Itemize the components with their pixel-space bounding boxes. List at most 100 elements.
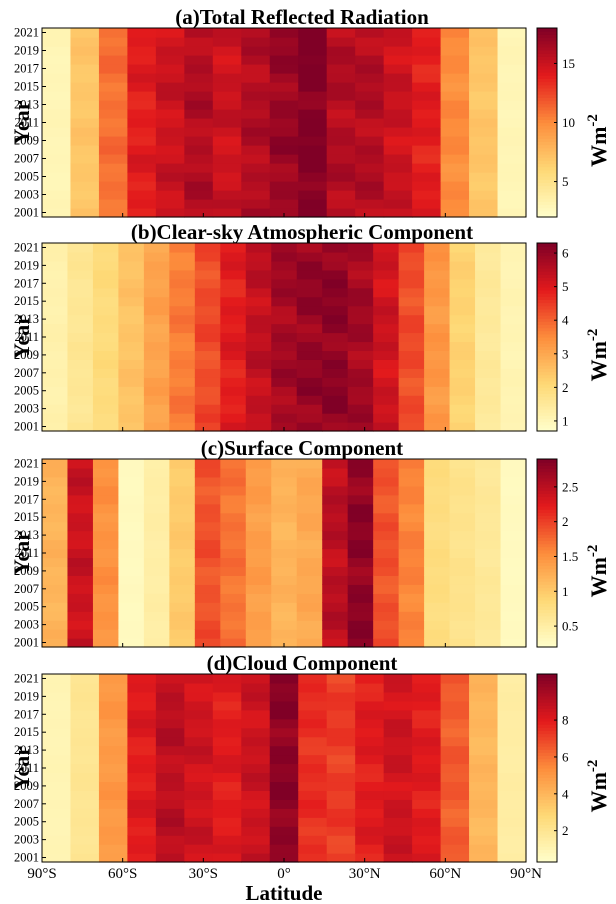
heatmap-cell — [440, 799, 470, 809]
heatmap-cell — [398, 323, 425, 334]
heatmap-cell — [347, 575, 374, 585]
colorbar-segment — [537, 758, 557, 763]
heatmap-cell — [373, 584, 400, 594]
heatmap-cell — [92, 620, 120, 630]
heatmap-cell — [220, 459, 247, 469]
colorbar-segment — [537, 106, 557, 111]
heatmap-cell — [194, 530, 221, 541]
heatmap-cell — [42, 548, 69, 559]
heatmap-cell — [296, 332, 323, 343]
heatmap-cell — [322, 602, 349, 612]
heatmap-cell — [220, 566, 247, 576]
heatmap-cell — [143, 314, 170, 325]
heatmap-cell — [42, 127, 72, 137]
heatmap-cell — [169, 359, 196, 369]
heatmap-cell — [220, 323, 247, 334]
colorbar-segment — [537, 490, 557, 495]
heatmap-cell — [355, 736, 385, 747]
y-tick-label: 2013 — [14, 312, 39, 326]
heatmap-cell — [412, 727, 442, 738]
heatmap-cell — [383, 835, 413, 845]
colorbar-segment — [537, 308, 557, 313]
heatmap-cell — [469, 190, 499, 200]
heatmap-cell — [298, 754, 328, 765]
heatmap-cell — [383, 700, 413, 711]
heatmap-cell — [241, 100, 271, 110]
heatmap-cell — [245, 368, 272, 378]
heatmap-cell — [212, 64, 242, 74]
heatmap-cell — [469, 145, 499, 155]
heatmap-cell — [347, 323, 374, 334]
heatmap-cell — [155, 37, 185, 47]
heatmap-cell — [500, 459, 527, 469]
heatmap-cell — [42, 136, 72, 146]
colorbar-segment — [537, 502, 557, 507]
heatmap-cell — [241, 718, 271, 729]
heatmap-cell — [373, 269, 400, 280]
heatmap-cell — [42, 260, 69, 271]
heatmap-cell — [469, 826, 499, 836]
colorbar-segment — [537, 534, 557, 538]
heatmap-cell — [296, 395, 323, 405]
colorbar-frame — [536, 673, 558, 863]
heatmap-cell — [469, 853, 499, 863]
heatmap-cell — [212, 37, 242, 47]
heatmap-cell — [500, 521, 527, 532]
heatmap-cell — [271, 359, 298, 369]
heatmap-cell — [184, 199, 214, 209]
heatmap-cell — [271, 512, 298, 523]
colorbar-segment — [537, 271, 557, 275]
heatmap-cell — [322, 467, 349, 478]
heatmap-cell — [70, 127, 100, 137]
heatmap-cell — [383, 817, 413, 827]
colorbar — [536, 242, 558, 432]
heatmap-cell — [143, 341, 170, 352]
heatmap-cell — [322, 395, 349, 405]
heatmap-cell — [92, 341, 120, 352]
heatmap-cell — [269, 55, 299, 65]
heatmap-cell — [67, 395, 94, 405]
heatmap-cell — [92, 575, 120, 585]
heatmap-cell — [220, 350, 247, 360]
heatmap-cell — [398, 459, 425, 469]
heatmap-cell — [67, 629, 94, 639]
heatmap-cell — [355, 199, 385, 209]
colorbar-segment — [537, 742, 557, 747]
heatmap-cell — [127, 199, 157, 209]
colorbar-segment — [537, 686, 557, 691]
heatmap-cell — [143, 521, 170, 532]
heatmap-cell — [355, 118, 385, 128]
colorbar-segment — [537, 340, 557, 344]
heatmap-cell — [383, 763, 413, 774]
heatmap-cell — [184, 55, 214, 65]
colorbar-tick-label: 3 — [562, 346, 569, 361]
heatmap-cell — [127, 817, 157, 827]
colorbar-segment — [537, 543, 557, 548]
heatmap-cell — [298, 700, 328, 711]
heatmap-cell — [220, 305, 247, 316]
colorbar-segment — [537, 182, 557, 187]
heatmap-cell — [271, 395, 298, 405]
heatmap-cell — [67, 332, 94, 343]
heatmap-cell — [220, 368, 247, 378]
heatmap-cell — [42, 745, 72, 756]
heatmap-cell — [424, 305, 451, 316]
heatmap-cell — [245, 530, 272, 541]
heatmap-cell — [143, 332, 170, 343]
heatmap-cell — [500, 296, 527, 307]
heatmap-cell — [127, 46, 157, 56]
heatmap-cell — [412, 817, 442, 827]
heatmap-cell — [70, 28, 100, 38]
heatmap-cell — [184, 853, 214, 863]
heatmap-cell — [449, 341, 476, 352]
colorbar-tick-label: 15 — [562, 56, 575, 71]
heatmap-cell — [70, 835, 100, 845]
colorbar-segment — [537, 179, 557, 183]
heatmap-cell — [184, 181, 214, 191]
heatmap-cell — [500, 278, 527, 289]
heatmap-cell — [194, 395, 221, 405]
heatmap-cell — [42, 287, 69, 298]
heatmap-cell — [469, 37, 499, 47]
heatmap-cell — [127, 181, 157, 191]
heatmap-cell — [241, 727, 271, 738]
